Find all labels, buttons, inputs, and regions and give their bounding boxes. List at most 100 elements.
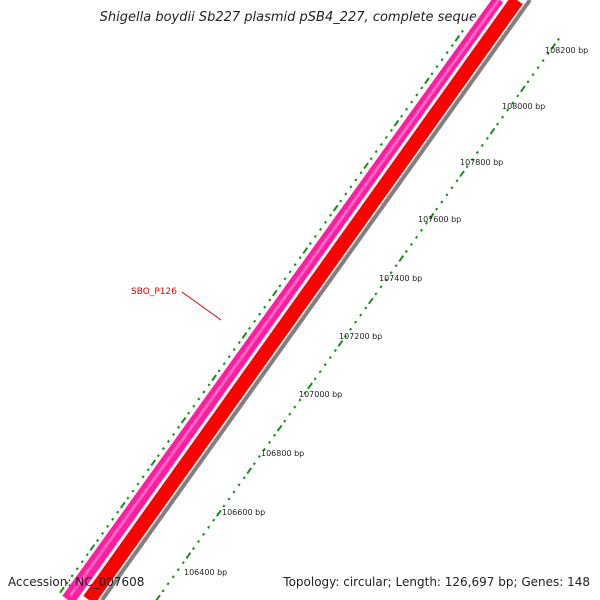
summary-text: Topology: circular; Length: 126,697 bp; … xyxy=(283,575,590,589)
tick-mark-lower xyxy=(450,186,454,190)
tick-label: 107000 bp xyxy=(299,390,342,399)
tick-mark-upper xyxy=(80,560,84,564)
backbone-line xyxy=(100,0,532,600)
tick-label: 107200 bp xyxy=(339,332,382,341)
tick-mark-lower xyxy=(394,264,398,268)
tick-mark-lower xyxy=(267,440,272,444)
tick-mark-lower xyxy=(428,212,435,220)
tick-mark-lower xyxy=(343,334,348,338)
tick-mark-lower xyxy=(419,228,424,232)
tick-mark-upper xyxy=(339,199,343,203)
map-title: Shigella boydii Sb227 plasmid pSB4_227, … xyxy=(99,10,501,25)
tick-mark-upper xyxy=(384,135,388,139)
tick-mark-lower xyxy=(191,546,196,551)
tick-mark-upper xyxy=(420,86,424,90)
tick-mark-lower xyxy=(273,433,277,437)
tick-mark-lower xyxy=(318,370,322,374)
tick-mark-lower xyxy=(171,575,175,579)
tick-labels: 106400 bp 106600 bp 106800 bp 107000 bp 1072… xyxy=(184,46,588,577)
tick-mark-lower xyxy=(501,115,505,119)
feature-leader-line xyxy=(181,291,222,321)
tick-mark-lower xyxy=(550,43,557,50)
tick-mark-lower xyxy=(511,101,515,105)
tick-mark-upper xyxy=(95,538,100,543)
tick-mark-upper xyxy=(288,270,292,274)
forward-strand-highlight xyxy=(68,0,501,597)
tick-mark-upper xyxy=(171,432,176,436)
tick-mark-upper xyxy=(227,355,231,359)
tick-mark-upper xyxy=(146,468,150,472)
tick-mark-lower xyxy=(465,165,469,169)
tick-mark-upper xyxy=(192,404,196,408)
tick-mark-upper xyxy=(75,567,79,571)
tick-mark-lower xyxy=(328,356,332,360)
tick-mark-lower xyxy=(354,320,358,324)
tick-mark-lower xyxy=(470,158,474,162)
tick-mark-lower xyxy=(246,467,253,475)
tick-mark-upper xyxy=(389,128,393,132)
tick-mark-upper xyxy=(271,289,278,297)
tick-mark-lower xyxy=(337,340,344,347)
tick-mark-lower xyxy=(283,419,287,423)
tick-mark-lower xyxy=(506,108,510,112)
tick-mark-upper xyxy=(363,162,369,170)
reverse-strand-gene[interactable] xyxy=(83,0,523,600)
tick-label: 106800 bp xyxy=(261,449,304,458)
tick-mark-lower xyxy=(485,136,489,140)
tick-mark-lower xyxy=(398,255,405,262)
tick-mark-upper xyxy=(424,77,430,85)
tick-mark-upper xyxy=(197,397,201,401)
tick-mark-lower xyxy=(404,249,408,254)
tick-mark-upper xyxy=(430,72,434,76)
tick-mark-upper xyxy=(241,332,248,339)
tick-mark-lower xyxy=(516,94,520,98)
tick-mark-upper xyxy=(156,454,160,458)
tick-mark-lower xyxy=(536,66,540,70)
tick-mark-upper xyxy=(136,482,140,486)
tick-mark-upper xyxy=(318,227,323,231)
tick-mark-lower xyxy=(252,462,256,466)
tick-mark-upper xyxy=(298,256,302,260)
tick-mark-upper xyxy=(410,100,414,104)
tick-mark-upper xyxy=(460,29,464,33)
tick-mark-upper xyxy=(293,263,297,267)
tick-label: 108200 bp xyxy=(545,46,588,55)
tick-mark-upper xyxy=(359,171,363,175)
tick-label: 107400 bp xyxy=(379,274,422,283)
tick-label: 107600 bp xyxy=(418,215,461,224)
tick-mark-lower xyxy=(303,391,307,395)
tick-mark-lower xyxy=(333,348,337,353)
tick-mark-lower xyxy=(546,51,550,56)
tick-mark-upper xyxy=(253,319,257,323)
tick-mark-lower xyxy=(288,412,292,416)
tick-mark-upper xyxy=(344,192,348,196)
feature-strands xyxy=(59,0,532,600)
tick-mark-lower xyxy=(202,532,206,536)
tick-mark-lower xyxy=(181,561,185,565)
tick-mark-lower xyxy=(526,80,530,84)
tick-mark-upper xyxy=(217,369,221,373)
tick-mark-upper xyxy=(126,496,130,500)
tick-mark-upper xyxy=(393,119,400,127)
tick-mark-lower xyxy=(349,327,353,331)
tick-mark-upper xyxy=(89,544,96,551)
tick-label: 106600 bp xyxy=(222,508,265,517)
tick-mark-upper xyxy=(283,277,287,281)
tick-mark-upper xyxy=(440,58,444,62)
tick-mark-upper xyxy=(263,305,267,309)
tick-mark-lower xyxy=(489,127,496,135)
tick-mark-lower xyxy=(215,509,222,517)
tick-mark-upper xyxy=(379,142,383,147)
tick-mark-upper xyxy=(313,234,317,238)
tick-mark-upper xyxy=(202,390,206,394)
tick-mark-upper xyxy=(435,65,439,69)
tick-mark-upper xyxy=(400,114,404,118)
feature-label-sbo-p126[interactable]: SBO_P126 xyxy=(131,287,177,297)
tick-label: 106400 bp xyxy=(184,568,227,577)
tick-mark-lower xyxy=(556,37,560,41)
tick-mark-upper xyxy=(268,298,272,302)
tick-mark-lower xyxy=(237,483,241,487)
tick-label: 107800 bp xyxy=(460,158,503,167)
tick-marks-lower xyxy=(155,37,560,600)
tick-mark-upper xyxy=(65,581,69,585)
